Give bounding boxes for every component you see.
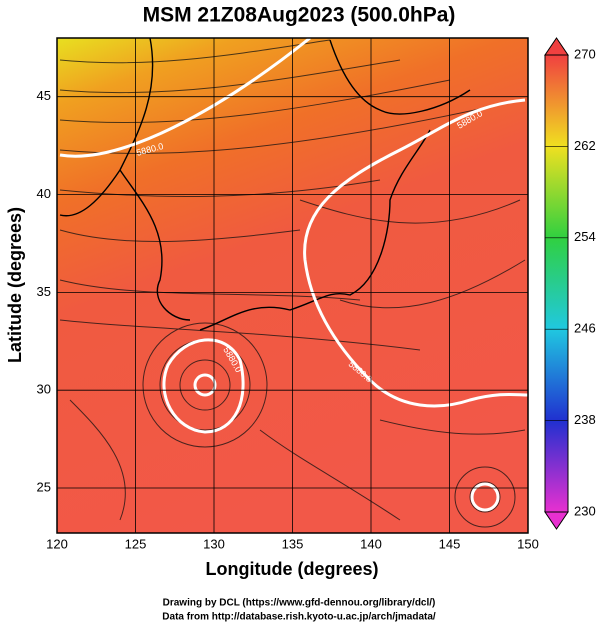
colorbar-extend-top xyxy=(544,37,569,56)
footer-line: Drawing by DCL (https://www.gfd-dennou.o… xyxy=(163,598,436,609)
colorbar-tick-label: 246 xyxy=(574,321,596,336)
colorbar-tick-label: 254 xyxy=(574,229,596,244)
x-tick-label: 125 xyxy=(125,536,147,551)
colorbar-tick-label: 230 xyxy=(574,503,596,518)
chart-title: MSM 21Z08Aug2023 (500.0hPa) xyxy=(143,4,456,27)
y-tick-label: 45 xyxy=(37,88,51,103)
x-axis-label: Longitude (degrees) xyxy=(205,559,378,579)
y-axis-label: Latitude (degrees) xyxy=(5,207,25,363)
y-tick-label: 40 xyxy=(37,186,51,201)
x-tick-label: 135 xyxy=(282,536,304,551)
y-tick-label: 25 xyxy=(37,479,51,494)
colorbar-tick-label: 270 xyxy=(574,46,596,61)
colorbar-tick-label: 238 xyxy=(574,412,596,427)
x-tick-label: 150 xyxy=(517,536,539,551)
plot-frame xyxy=(56,37,529,534)
x-tick-label: 145 xyxy=(439,536,461,551)
colorbar-extend-bottom xyxy=(544,511,569,530)
y-tick-label: 30 xyxy=(37,382,51,397)
colorbar-tick-label: 262 xyxy=(574,138,596,153)
coastlines xyxy=(59,38,471,331)
x-tick-label: 130 xyxy=(203,536,225,551)
x-tick-label: 140 xyxy=(360,536,382,551)
footer-line: Data from http://database.rish.kyoto-u.a… xyxy=(162,612,436,623)
x-tick-label: 120 xyxy=(46,536,68,551)
y-tick-label: 35 xyxy=(37,284,51,299)
colorbar xyxy=(544,54,569,513)
contour-5880 xyxy=(59,38,528,512)
